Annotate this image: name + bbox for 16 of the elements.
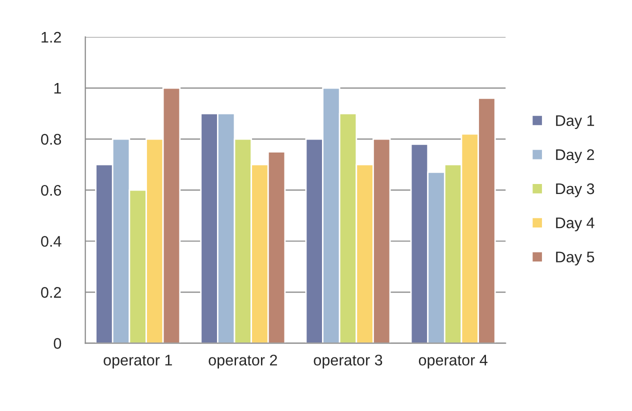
y-tick-label: 0 — [54, 338, 62, 349]
legend-label: Day 5 — [556, 252, 594, 266]
legend-label: Day 2 — [556, 149, 594, 164]
y-tick-label: 0.2 — [41, 287, 61, 298]
x-tick-label: operator 1 — [104, 354, 172, 369]
legend-label: Day 1 — [556, 115, 594, 130]
y-tick-label: 1.2 — [42, 32, 61, 43]
x-tick-label: operator 4 — [418, 354, 488, 369]
legend-label: Day 4 — [556, 218, 594, 232]
x-tick-label: operator 2 — [208, 354, 277, 369]
y-tick-label: 0.6 — [41, 184, 62, 196]
y-tick-label: 0.4 — [41, 236, 62, 247]
legend-label: Day 3 — [556, 183, 594, 198]
y-tick-label: 0.8 — [41, 134, 62, 145]
y-tick-label: 1 — [54, 83, 61, 94]
x-tick-label: operator 3 — [314, 354, 382, 369]
